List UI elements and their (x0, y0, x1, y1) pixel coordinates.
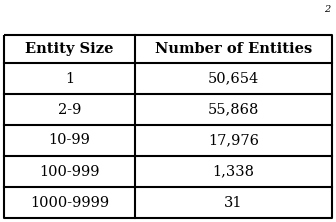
Text: Entity Size: Entity Size (25, 42, 114, 56)
Text: 2: 2 (324, 5, 330, 14)
Text: 10-99: 10-99 (49, 133, 90, 147)
Text: 1000-9999: 1000-9999 (30, 196, 109, 210)
Text: 2-9: 2-9 (58, 103, 81, 117)
Text: 50,654: 50,654 (208, 71, 259, 85)
Text: 1,338: 1,338 (213, 165, 255, 178)
Text: 17,976: 17,976 (208, 133, 259, 147)
Text: Number of Entities: Number of Entities (155, 42, 312, 56)
Text: 1: 1 (65, 71, 74, 85)
Text: 55,868: 55,868 (208, 103, 259, 117)
Text: 31: 31 (224, 196, 243, 210)
Text: 100-999: 100-999 (39, 165, 100, 178)
